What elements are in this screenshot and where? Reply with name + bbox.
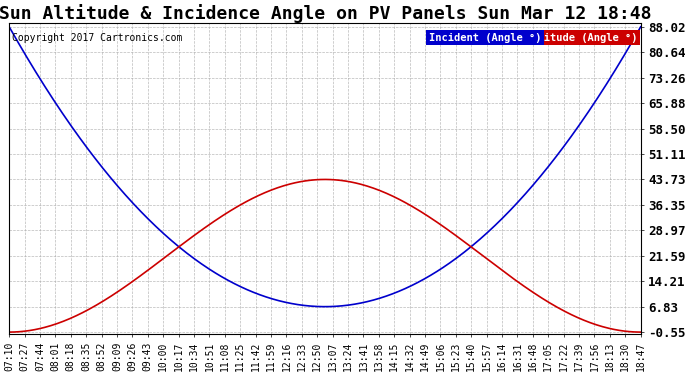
Text: Copyright 2017 Cartronics.com: Copyright 2017 Cartronics.com <box>12 33 183 43</box>
Title: Sun Altitude & Incidence Angle on PV Panels Sun Mar 12 18:48: Sun Altitude & Incidence Angle on PV Pan… <box>0 4 651 23</box>
Text: Altitude (Angle °): Altitude (Angle °) <box>525 33 638 43</box>
Text: Incident (Angle °): Incident (Angle °) <box>429 33 542 43</box>
